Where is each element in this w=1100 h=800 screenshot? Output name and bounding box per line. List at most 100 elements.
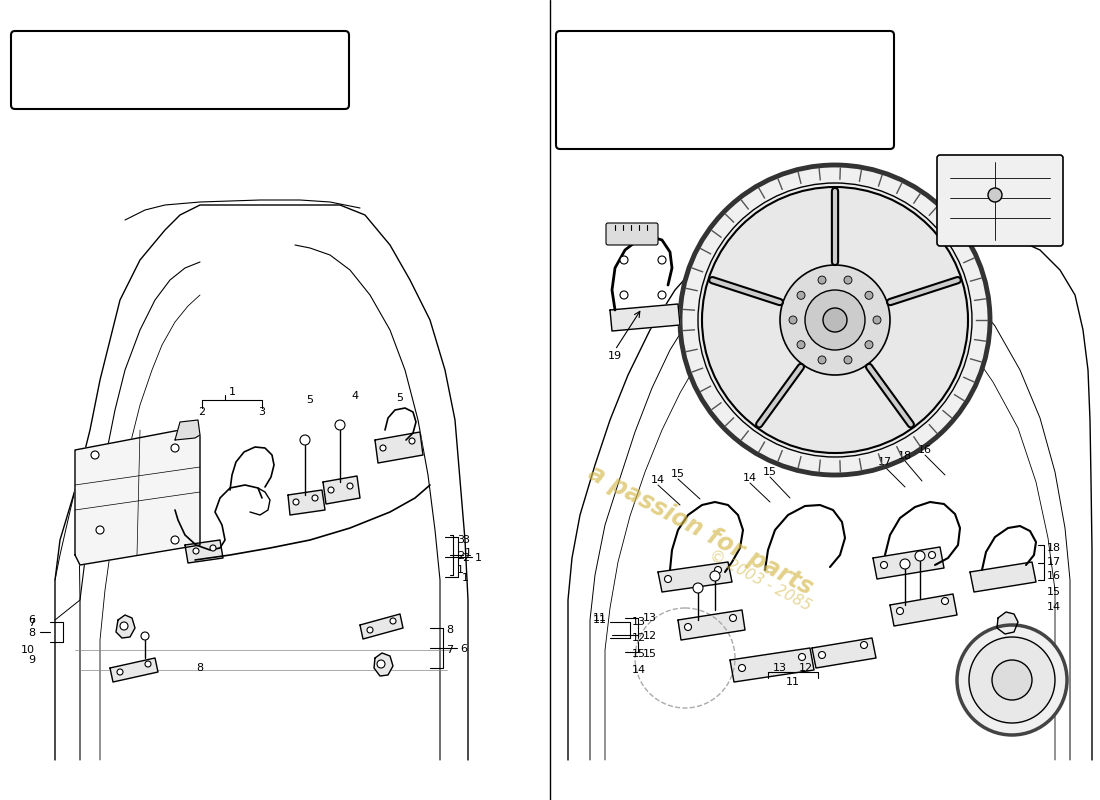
Circle shape	[860, 642, 868, 649]
Circle shape	[798, 341, 805, 349]
Circle shape	[799, 654, 805, 661]
Circle shape	[844, 356, 852, 364]
Circle shape	[818, 276, 826, 284]
Text: 18: 18	[1047, 543, 1062, 553]
Polygon shape	[288, 490, 324, 515]
Circle shape	[346, 483, 353, 489]
Text: © 2003 - 2085: © 2003 - 2085	[706, 546, 814, 614]
Polygon shape	[374, 653, 393, 676]
Text: 8: 8	[446, 625, 453, 635]
Circle shape	[915, 551, 925, 561]
Polygon shape	[730, 648, 814, 682]
Circle shape	[818, 651, 825, 658]
Text: - Optional -: - Optional -	[570, 81, 654, 94]
Text: 15: 15	[671, 469, 685, 479]
Text: 16: 16	[1047, 571, 1062, 581]
Text: - Versione con ruota di scorta -: - Versione con ruota di scorta -	[570, 55, 802, 69]
Circle shape	[969, 637, 1055, 723]
Circle shape	[928, 551, 935, 558]
Text: 2: 2	[456, 551, 464, 561]
Text: - Versione senza ruota di scorta -: - Versione senza ruota di scorta -	[25, 55, 274, 69]
Text: 14: 14	[632, 665, 646, 675]
Polygon shape	[873, 547, 944, 579]
Polygon shape	[175, 420, 200, 440]
Circle shape	[328, 487, 334, 493]
Text: 1: 1	[465, 548, 472, 558]
FancyBboxPatch shape	[11, 31, 349, 109]
Text: 17: 17	[1047, 557, 1062, 567]
Circle shape	[117, 669, 123, 675]
Text: 1: 1	[462, 573, 469, 583]
Text: 15: 15	[1047, 587, 1062, 597]
Circle shape	[620, 291, 628, 299]
Circle shape	[865, 341, 873, 349]
Circle shape	[992, 660, 1032, 700]
Text: 4: 4	[351, 391, 359, 401]
Text: 5: 5	[307, 395, 314, 405]
Circle shape	[789, 316, 797, 324]
Circle shape	[798, 291, 805, 299]
Circle shape	[145, 661, 151, 667]
Polygon shape	[116, 615, 135, 638]
Circle shape	[300, 435, 310, 445]
Circle shape	[390, 618, 396, 624]
Polygon shape	[678, 610, 745, 640]
Text: 9: 9	[28, 655, 35, 665]
Text: 1: 1	[475, 553, 482, 563]
Circle shape	[293, 499, 299, 505]
Text: 15: 15	[644, 649, 657, 659]
Circle shape	[377, 660, 385, 668]
Polygon shape	[375, 432, 424, 463]
Circle shape	[710, 571, 720, 581]
Circle shape	[715, 566, 722, 574]
Polygon shape	[323, 476, 360, 504]
Circle shape	[379, 445, 386, 451]
Circle shape	[818, 356, 826, 364]
Circle shape	[170, 444, 179, 452]
Text: 2: 2	[198, 407, 206, 417]
Circle shape	[658, 291, 666, 299]
Circle shape	[91, 451, 99, 459]
Text: 8: 8	[28, 628, 35, 638]
Circle shape	[120, 622, 128, 630]
Text: a passion for parts: a passion for parts	[583, 461, 816, 599]
Circle shape	[805, 290, 865, 350]
Text: 18: 18	[898, 451, 912, 461]
Polygon shape	[110, 658, 158, 682]
Polygon shape	[658, 562, 732, 592]
Circle shape	[942, 598, 948, 605]
Circle shape	[170, 536, 179, 544]
Text: 14: 14	[742, 473, 757, 483]
Polygon shape	[970, 562, 1036, 592]
Text: 14: 14	[651, 475, 666, 485]
Circle shape	[409, 438, 415, 444]
Text: 17: 17	[878, 457, 892, 467]
Text: 8: 8	[197, 663, 204, 673]
Polygon shape	[812, 638, 876, 668]
Circle shape	[865, 291, 873, 299]
Text: 2: 2	[462, 553, 469, 563]
Text: 13: 13	[644, 613, 657, 623]
Circle shape	[844, 276, 852, 284]
Circle shape	[957, 625, 1067, 735]
Text: 14: 14	[1047, 602, 1062, 612]
Text: 3: 3	[258, 407, 265, 417]
Text: 3: 3	[462, 535, 469, 545]
Text: 7: 7	[446, 645, 453, 655]
Polygon shape	[997, 612, 1018, 634]
Text: 1: 1	[229, 387, 235, 397]
Text: - Spare wheel version -: - Spare wheel version -	[570, 106, 744, 118]
Text: 12: 12	[644, 631, 657, 641]
Circle shape	[664, 575, 671, 582]
Text: 13: 13	[632, 617, 646, 627]
Circle shape	[336, 420, 345, 430]
Text: 12: 12	[799, 663, 813, 673]
Circle shape	[312, 495, 318, 501]
Circle shape	[873, 316, 881, 324]
Circle shape	[96, 526, 104, 534]
Text: - Optional -: - Optional -	[570, 130, 654, 143]
FancyBboxPatch shape	[937, 155, 1063, 246]
Text: 15: 15	[763, 467, 777, 477]
Text: 11: 11	[593, 615, 607, 625]
Text: - Without spare wheel version -: - Without spare wheel version -	[25, 82, 261, 94]
